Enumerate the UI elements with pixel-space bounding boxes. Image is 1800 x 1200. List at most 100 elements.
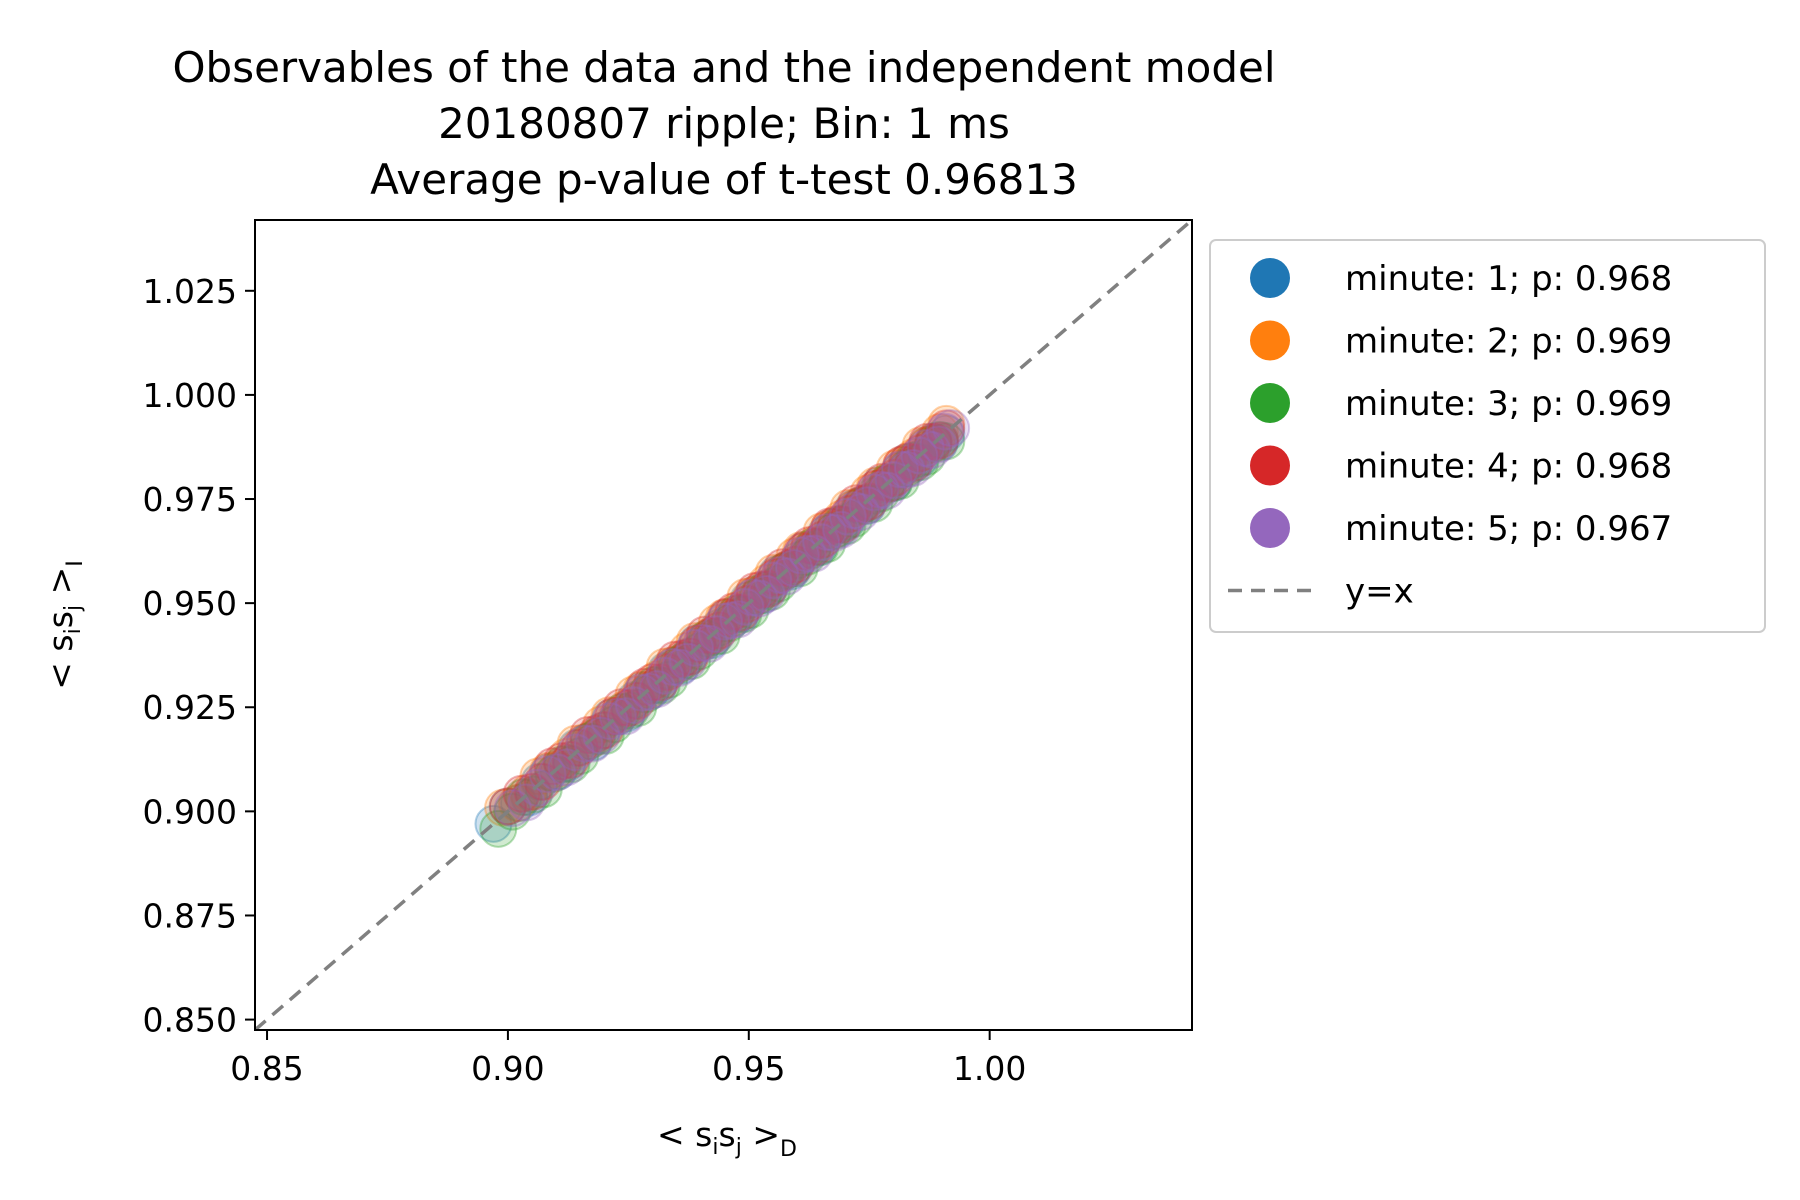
scatter-point [901,439,940,478]
scatter-point [772,552,811,591]
scatter-point [638,670,677,709]
y-tick-label: 0.975 [143,480,237,519]
scatter-point [586,716,625,755]
scatter-point [552,745,591,784]
scatter-point [863,462,902,501]
scatter-point [594,697,633,736]
scatter-point [927,404,966,443]
scatter-point [829,488,868,527]
scatter-point [834,489,873,528]
scatter-point [810,507,849,546]
scatter-point [908,422,947,461]
scatter-point [907,426,946,465]
scatter-point [790,526,829,565]
scatter-point [591,698,630,737]
legend-marker [1250,258,1290,298]
x-axis-ticks: 0.85 0.90 0.95 1.00 [230,1030,1026,1088]
scatter-point [749,569,788,608]
scatter-points [474,404,971,848]
scatter-point [685,615,724,654]
scatter-point [848,484,887,523]
scatter-point [514,775,553,814]
scatter-point [488,787,527,826]
scatter-point [809,509,848,548]
scatter-point [557,728,596,767]
scatter-point [927,422,966,461]
scatter-point [855,484,894,523]
legend-entry-label: y=x [1345,572,1414,612]
scatter-point [484,788,523,827]
scatter-point [510,778,549,817]
scatter-point [672,641,711,680]
scatter-point [861,465,900,504]
scatter-point [787,537,826,576]
scatter-point [847,487,886,526]
scatter-point [920,423,959,462]
legend-marker [1250,383,1290,423]
scatter-point [735,572,774,611]
scatter-point [607,694,646,733]
scatter-point [602,688,641,727]
scatter-point [901,426,940,465]
legend-marker [1250,445,1290,486]
scatter-point [841,493,880,532]
scatter-point [813,507,852,546]
scatter-point [662,646,701,685]
scatter-point [856,466,895,505]
x-tick-label: 0.95 [712,1049,785,1088]
scatter-point [861,474,900,513]
scatter-point [556,724,595,763]
legend-entry-label: minute: 3; p: 0.969 [1345,384,1672,424]
legend-entry-label: minute: 4; p: 0.968 [1345,447,1672,487]
scatter-point [920,421,959,460]
scatter-point [625,667,664,706]
scatter-point [759,564,798,603]
scatter-point [743,576,782,615]
scatter-point [774,549,813,588]
scatter-point [606,697,645,736]
scatter-point [795,534,834,573]
scatter-point [757,555,796,594]
scatter-point [702,616,741,655]
y-tick-label: 0.925 [143,688,237,727]
scatter-point [719,600,758,639]
scatter-point [692,621,731,660]
scatter-point [529,751,568,790]
scatter-point [752,572,791,611]
scatter-point [747,563,786,602]
x-tick-label: 0.90 [471,1049,544,1088]
scatter-point [551,740,590,779]
y-axis-label: < sisj >I [41,560,88,689]
scatter-point [582,716,621,755]
scatter-point [808,525,847,564]
scatter-point [786,530,825,569]
scatter-point [614,675,653,714]
scatter-point [729,581,768,620]
scatter-point [507,783,546,822]
y-tick-label: 1.025 [143,272,237,311]
scatter-point [801,528,840,567]
x-axis-label: < sisj >D [657,1115,797,1162]
chart-title-line-2: 20180807 ripple; Bin: 1 ms [438,99,1010,148]
y-tick-label: 0.900 [143,792,237,831]
scatter-point [887,450,926,489]
chart-title-line-3: Average p-value of t-test 0.96813 [370,155,1078,204]
scatter-point [782,531,821,570]
scatter-point [763,548,802,587]
scatter-point [835,499,874,538]
x-tick-label: 1.00 [953,1049,1026,1088]
scatter-point [707,597,746,636]
scatter-point [740,579,779,618]
scatter-point [704,598,743,637]
scatter-point [733,576,772,615]
scatter-point [828,506,867,545]
scatter-point [920,412,959,451]
scatter-point [642,666,681,705]
scatter-point [650,660,689,699]
scatter-point [722,594,761,633]
scatter-point [479,809,518,848]
scatter-point [519,757,558,796]
scatter-point [668,642,707,681]
scatter-point [695,618,734,657]
